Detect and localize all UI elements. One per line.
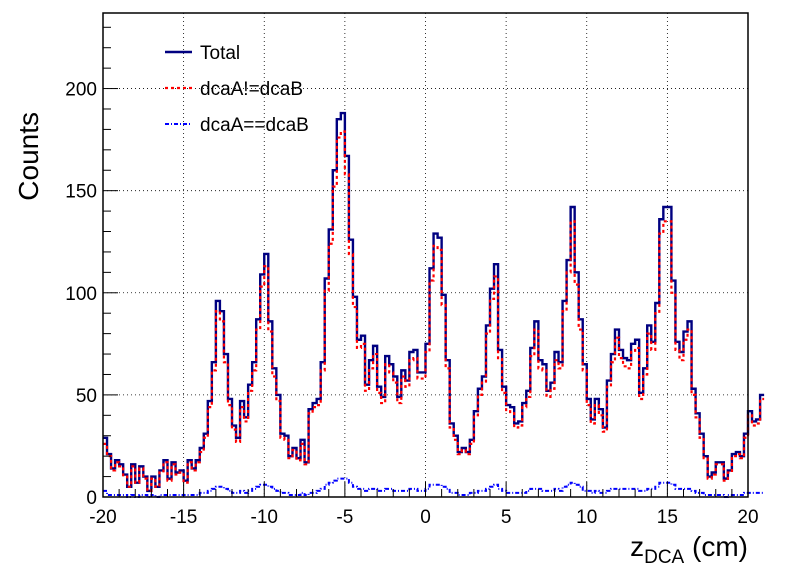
x-tick-label: -20 (89, 507, 116, 528)
y-tick-label: 150 (65, 182, 97, 203)
legend-label-1: Total (200, 43, 240, 64)
y-tick-label: 200 (65, 80, 97, 101)
legend-label-3: dcaA==dcaB (200, 115, 309, 136)
series-line-2 (103, 130, 765, 492)
grid (103, 13, 748, 497)
series-layer (103, 111, 765, 498)
x-tick-label: 15 (657, 507, 678, 528)
legend-label-2: dcaA!=dcaB (200, 79, 303, 100)
x-tick-label: 20 (737, 507, 758, 528)
x-axis-title-sub: DCA (644, 547, 684, 568)
x-tick-label: 10 (576, 507, 597, 528)
x-tick-label: -5 (336, 507, 353, 528)
series-line-3 (103, 477, 765, 498)
y-tick-label: 0 (86, 488, 97, 509)
y-tick-label: 50 (76, 386, 97, 407)
x-tick-label: 0 (420, 507, 431, 528)
y-tick-label: 100 (65, 284, 97, 305)
series-line-1 (103, 111, 765, 493)
x-axis-title: zDCA (cm) (630, 531, 748, 568)
legend: Total dcaA!=dcaB dcaA==dcaB (165, 43, 309, 136)
x-axis-title-unit: (cm) (684, 531, 748, 562)
x-tick-label: -15 (170, 507, 197, 528)
x-tick-label: 5 (501, 507, 512, 528)
x-tick-label: -10 (251, 507, 278, 528)
y-axis-title: Counts (13, 112, 44, 201)
x-axis-title-main: z (630, 531, 644, 562)
